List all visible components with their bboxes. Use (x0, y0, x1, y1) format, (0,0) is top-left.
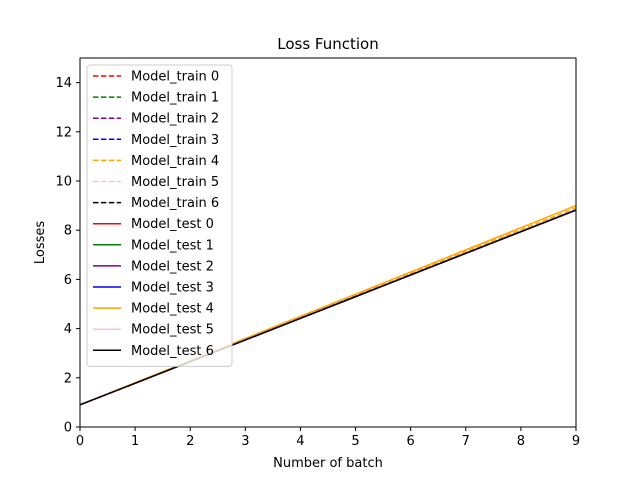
x-tick-label: 7 (462, 434, 470, 449)
legend-label-7: Model_test 0 (131, 217, 214, 232)
legend-label-9: Model_test 2 (131, 259, 214, 274)
legend-label-6: Model_train 6 (131, 196, 219, 211)
plot-frame (79, 57, 577, 428)
y-tick-label: 4 (64, 322, 72, 337)
y-axis-title: Losses (33, 221, 48, 265)
x-tick-label: 3 (241, 434, 249, 449)
legend-box (86, 64, 233, 367)
legend-label-10: Model_test 3 (131, 281, 214, 296)
x-axis-title: Number of batch (273, 456, 383, 471)
legend-label-4: Model_train 4 (131, 154, 219, 169)
y-tick-label: 6 (64, 273, 72, 288)
x-tick-label: 5 (351, 434, 359, 449)
y-tick-label: 2 (64, 371, 72, 386)
y-tick-label: 10 (55, 175, 72, 190)
x-tick-label: 4 (296, 434, 304, 449)
y-tick-label: 12 (55, 125, 72, 140)
legend-label-1: Model_train 1 (131, 91, 219, 106)
y-tick-label: 0 (64, 421, 72, 436)
series-line-13 (79, 209, 577, 406)
y-tick-label: 8 (64, 224, 72, 239)
y-tick-label: 14 (55, 76, 72, 91)
x-tick-label: 6 (407, 434, 415, 449)
x-tick-label: 8 (517, 434, 525, 449)
x-tick-label: 1 (131, 434, 139, 449)
x-tick-label: 9 (572, 434, 580, 449)
legend-label-13: Model_test 6 (131, 344, 214, 359)
x-tick-label: 0 (76, 434, 84, 449)
series-layer (79, 204, 577, 406)
legend-label-12: Model_test 5 (131, 323, 214, 338)
legend-label-5: Model_train 5 (131, 175, 219, 190)
legend-label-11: Model_test 4 (131, 302, 214, 317)
legend-label-3: Model_train 3 (131, 133, 219, 148)
x-tick-label: 2 (186, 434, 194, 449)
legend: Model_train 0 Model_train 1 Model_train 2 M… (86, 64, 233, 367)
legend-label-8: Model_test 1 (131, 238, 214, 253)
legend-label-2: Model_train 2 (131, 112, 219, 127)
chart-title: Loss Function (277, 35, 378, 53)
legend-label-0: Model_train 0 (131, 70, 219, 85)
